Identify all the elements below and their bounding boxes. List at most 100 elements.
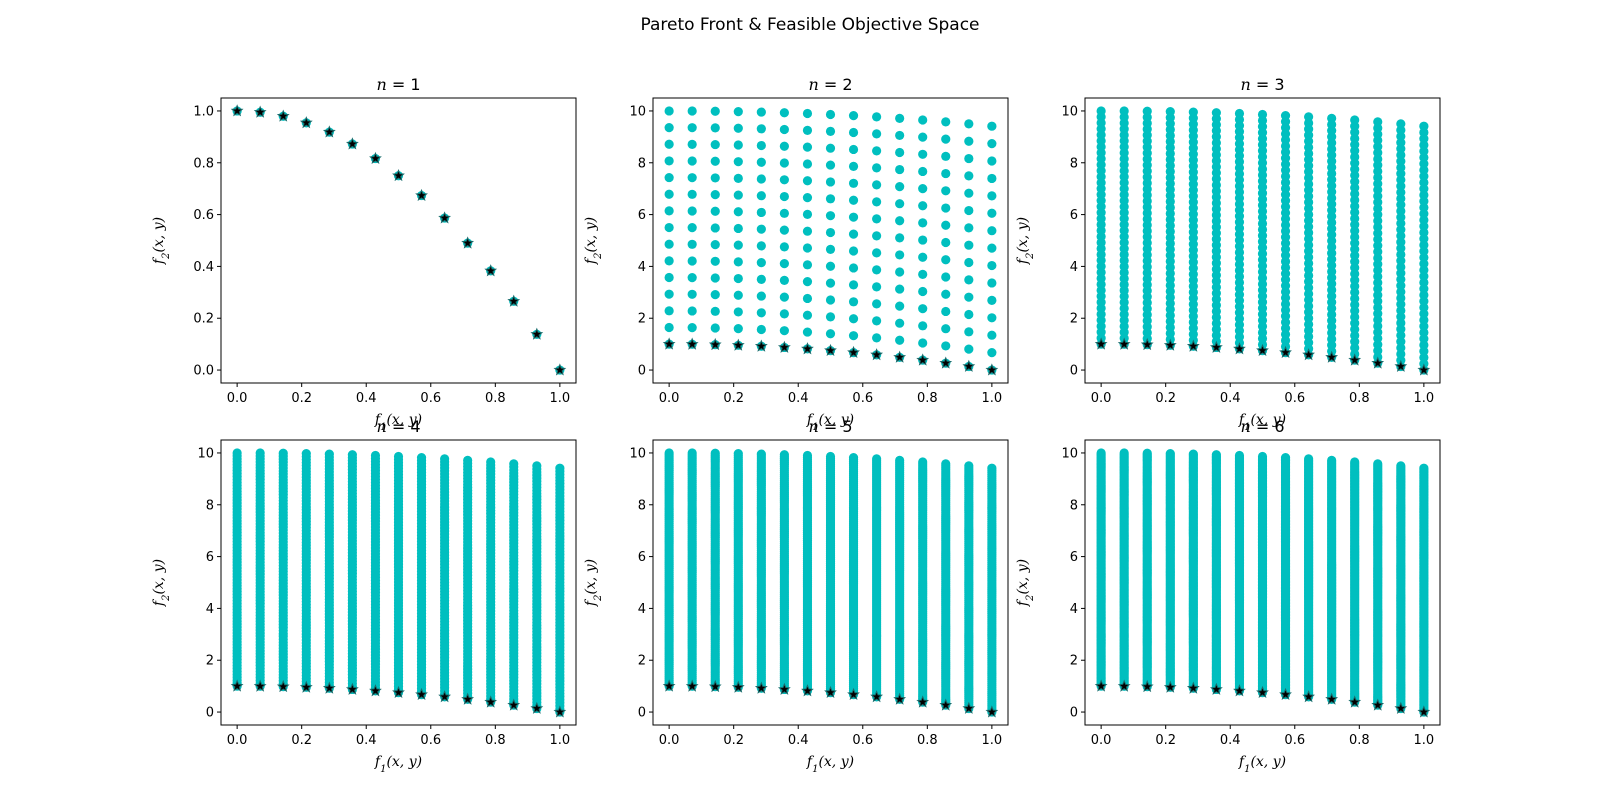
feasible-point — [756, 124, 766, 134]
pareto-point — [1256, 343, 1269, 357]
feasible-point — [872, 112, 882, 122]
feasible-point — [964, 153, 974, 164]
feasible-point — [664, 172, 674, 183]
pareto-point — [415, 687, 428, 701]
feasible-points — [1096, 106, 1429, 375]
pareto-front-points — [230, 104, 567, 376]
feasible-point — [779, 326, 789, 336]
x-tick-label: 0.0 — [1091, 391, 1112, 406]
feasible-point — [1396, 119, 1406, 129]
feasible-point — [872, 231, 882, 241]
pareto-point — [322, 681, 336, 694]
feasible-point — [756, 449, 766, 459]
feasible-point — [687, 139, 697, 149]
feasible-point — [941, 306, 951, 317]
x-axis-label: f1(x, y) — [806, 754, 854, 775]
feasible-point — [756, 207, 766, 218]
y-axis-label: f2(x, y) — [583, 217, 604, 265]
feasible-points — [1096, 448, 1429, 717]
pareto-point — [916, 695, 930, 708]
feasible-point — [825, 278, 836, 288]
y-tick-label: 6 — [638, 550, 646, 565]
y-tick-label: 0 — [638, 706, 646, 721]
feasible-point — [825, 126, 836, 136]
feasible-point — [987, 295, 997, 305]
axes-frame — [652, 439, 1009, 726]
pareto-point — [322, 125, 336, 138]
x-tick-label: 0.4 — [1220, 391, 1241, 406]
pareto-point — [507, 698, 521, 711]
x-tick-label: 0.6 — [1284, 391, 1305, 406]
feasible-point — [825, 194, 836, 204]
subplot-grid: 0.0 0.2 0.4 0.6 0.8 1.00.00.20.40.60.81.0n = … — [151, 75, 1441, 775]
feasible-point — [687, 289, 697, 299]
feasible-point — [664, 322, 674, 333]
feasible-point — [1350, 115, 1360, 125]
x-tick-label: 0.8 — [917, 733, 938, 748]
feasible-point — [918, 132, 928, 142]
pareto-point — [893, 350, 907, 363]
feasible-point — [872, 214, 882, 224]
feasible-point — [941, 324, 951, 334]
feasible-point — [733, 106, 743, 117]
feasible-point — [687, 323, 697, 333]
pareto-front-points — [1094, 337, 1431, 376]
feasible-point — [756, 308, 766, 318]
pareto-point — [1140, 337, 1154, 351]
pareto-point — [801, 684, 814, 697]
feasible-point — [733, 307, 743, 317]
y-tick-label: 6 — [1070, 208, 1078, 223]
feasible-point — [987, 139, 997, 149]
pareto-point — [731, 680, 745, 693]
pareto-point — [484, 695, 498, 708]
feasible-point — [733, 123, 743, 133]
y-tick-label: 10 — [629, 104, 646, 119]
pareto-point — [1302, 348, 1316, 361]
x-tick-label: 1.0 — [982, 391, 1003, 406]
x-tick-label: 0.4 — [356, 391, 377, 406]
pareto-point — [276, 679, 290, 693]
pareto-front-points — [662, 679, 999, 718]
y-tick-label: 0 — [1070, 364, 1078, 379]
feasible-point — [918, 218, 928, 228]
feasible-point — [664, 139, 674, 149]
pareto-point — [777, 340, 791, 353]
feasible-point — [664, 222, 674, 233]
feasible-point — [872, 146, 882, 156]
feasible-point — [710, 206, 720, 216]
feasible-point — [687, 223, 697, 233]
y-tick-label: 0.2 — [193, 312, 214, 327]
feasible-point — [848, 314, 859, 324]
pareto-point — [507, 294, 521, 307]
pareto-point — [685, 337, 699, 350]
feasible-point — [664, 306, 674, 316]
feasible-point — [779, 225, 789, 235]
feasible-point — [463, 455, 473, 465]
feasible-point — [779, 275, 789, 285]
feasible-point — [1419, 121, 1429, 131]
feasible-point — [555, 463, 565, 473]
feasible-point — [872, 316, 882, 326]
pareto-point — [1371, 356, 1385, 369]
x-tick-label: 1.0 — [550, 733, 571, 748]
axes-frame — [652, 97, 1009, 384]
feasible-point — [918, 304, 928, 314]
x-tick-label: 1.0 — [982, 733, 1003, 748]
feasible-point — [802, 260, 813, 270]
pareto-point — [1117, 337, 1131, 350]
pareto-point — [484, 264, 498, 277]
y-tick-label: 1.0 — [193, 104, 214, 119]
feasible-point — [895, 216, 905, 226]
x-tick-label: 0.2 — [291, 733, 312, 748]
feasible-point — [872, 197, 882, 207]
feasible-point — [779, 450, 789, 460]
feasible-point — [802, 327, 813, 337]
feasible-point — [941, 459, 951, 469]
feasible-point — [802, 277, 813, 287]
feasible-point — [1142, 106, 1152, 116]
feasible-point — [987, 173, 997, 184]
y-tick-label: 10 — [197, 446, 214, 461]
feasible-point — [324, 449, 334, 459]
